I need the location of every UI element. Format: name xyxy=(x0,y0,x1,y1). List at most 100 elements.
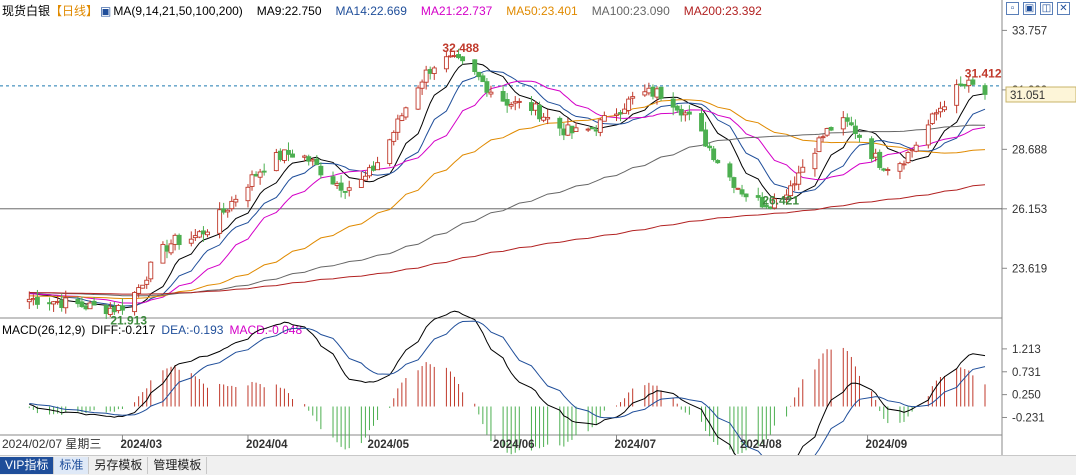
candle-body xyxy=(488,91,494,95)
candle-body xyxy=(650,86,656,97)
candle xyxy=(286,142,291,162)
candle xyxy=(816,135,822,153)
candle-body xyxy=(569,125,575,134)
candle-body xyxy=(784,194,790,199)
candle-body xyxy=(306,156,312,162)
candle xyxy=(715,159,721,164)
candle-body xyxy=(148,261,154,280)
candle-body xyxy=(508,104,514,107)
candle xyxy=(909,149,915,158)
candlesticks[interactable] xyxy=(26,48,988,319)
candle-body xyxy=(132,292,138,313)
moving-average-lines xyxy=(29,62,986,309)
candle xyxy=(257,168,263,185)
close-button[interactable]: ✕ xyxy=(1057,2,1070,15)
tab-manage-template[interactable]: 管理模板 xyxy=(148,457,208,474)
candle-body xyxy=(840,117,846,130)
candle xyxy=(310,157,316,166)
candle-body xyxy=(938,107,943,113)
tab-standard[interactable]: 标准 xyxy=(54,457,90,474)
candle xyxy=(484,77,490,97)
macd-header: MACD(26,12,9) DIFF:-0.217 DEA:-0.193 MACD:-… xyxy=(2,323,302,337)
macd-header-item-2: DEA:-0.193 xyxy=(161,323,223,337)
candle xyxy=(290,149,295,158)
candle-body xyxy=(909,149,915,152)
candle-body xyxy=(844,117,850,122)
candle-body xyxy=(678,108,684,116)
candle-body xyxy=(387,139,393,165)
candle-body xyxy=(516,100,522,103)
candle xyxy=(897,161,903,180)
candle-body xyxy=(261,170,267,173)
candle-body xyxy=(119,305,125,311)
candle-body xyxy=(699,113,704,132)
layout-button[interactable]: ◫ xyxy=(1040,2,1053,15)
low2-annotation: 26.421 xyxy=(762,194,799,208)
candle xyxy=(938,101,943,118)
candle xyxy=(670,92,676,116)
candle-body xyxy=(233,198,239,203)
candle xyxy=(403,106,409,120)
candle xyxy=(508,102,514,110)
restore-button[interactable]: ▣ xyxy=(1023,2,1036,15)
candle-body xyxy=(26,298,32,303)
tab-vip-indicator[interactable]: VIP指标 xyxy=(0,457,55,474)
candle-body xyxy=(431,67,437,74)
candle xyxy=(565,117,571,136)
candle-body xyxy=(358,179,364,188)
candle xyxy=(423,65,429,90)
candle xyxy=(330,171,336,185)
macd-tick-label-1: 0.731 xyxy=(1012,367,1041,379)
tab-save-template[interactable]: 另存模板 xyxy=(89,457,149,474)
candle-body xyxy=(257,171,263,178)
candle-body xyxy=(796,172,802,185)
ma-value-4: MA100:23.090 xyxy=(592,4,670,18)
macd-tick-label-0: 1.213 xyxy=(1012,344,1041,356)
candle-body xyxy=(371,165,376,171)
candle-body xyxy=(601,115,607,122)
candle xyxy=(375,156,381,171)
candle-body xyxy=(885,169,891,172)
candle xyxy=(982,83,988,100)
candle-body xyxy=(626,98,632,111)
candle-body xyxy=(448,55,453,58)
candle xyxy=(824,127,830,137)
candle-body xyxy=(848,122,854,126)
candle-body xyxy=(164,245,170,252)
candle-body xyxy=(281,149,287,161)
candle xyxy=(739,184,745,197)
candle-body xyxy=(91,300,97,306)
ma-line-14 xyxy=(29,70,986,307)
candle xyxy=(387,138,393,167)
minimize-button[interactable]: ▫ xyxy=(1006,2,1019,15)
candle-body xyxy=(480,75,486,83)
candle-body xyxy=(330,176,336,185)
candle xyxy=(569,125,575,139)
ma-title: MA(9,14,21,50,100,200) xyxy=(113,4,242,18)
candle xyxy=(901,160,907,170)
candle xyxy=(427,66,433,80)
candle-body xyxy=(391,131,397,142)
candle xyxy=(160,241,166,264)
candle-body xyxy=(958,83,964,86)
candle-body xyxy=(415,87,421,110)
candle xyxy=(597,117,603,137)
ma-value-0: MA9:22.750 xyxy=(257,4,322,18)
candle xyxy=(504,92,510,113)
candle-body xyxy=(800,166,806,173)
candle-body xyxy=(192,235,198,239)
candle xyxy=(119,298,125,315)
candle-body xyxy=(419,81,425,89)
ma-line-21 xyxy=(29,80,986,304)
candle xyxy=(456,48,462,60)
high-annotation: 32.488 xyxy=(442,41,479,55)
candle-body xyxy=(585,128,591,131)
candle xyxy=(913,141,919,153)
date-tick-label-6: 2024/09 xyxy=(866,439,908,451)
candle-body xyxy=(630,96,636,99)
candle xyxy=(828,126,834,132)
candle xyxy=(537,101,542,122)
candle-body xyxy=(824,128,830,136)
candle xyxy=(954,79,960,114)
